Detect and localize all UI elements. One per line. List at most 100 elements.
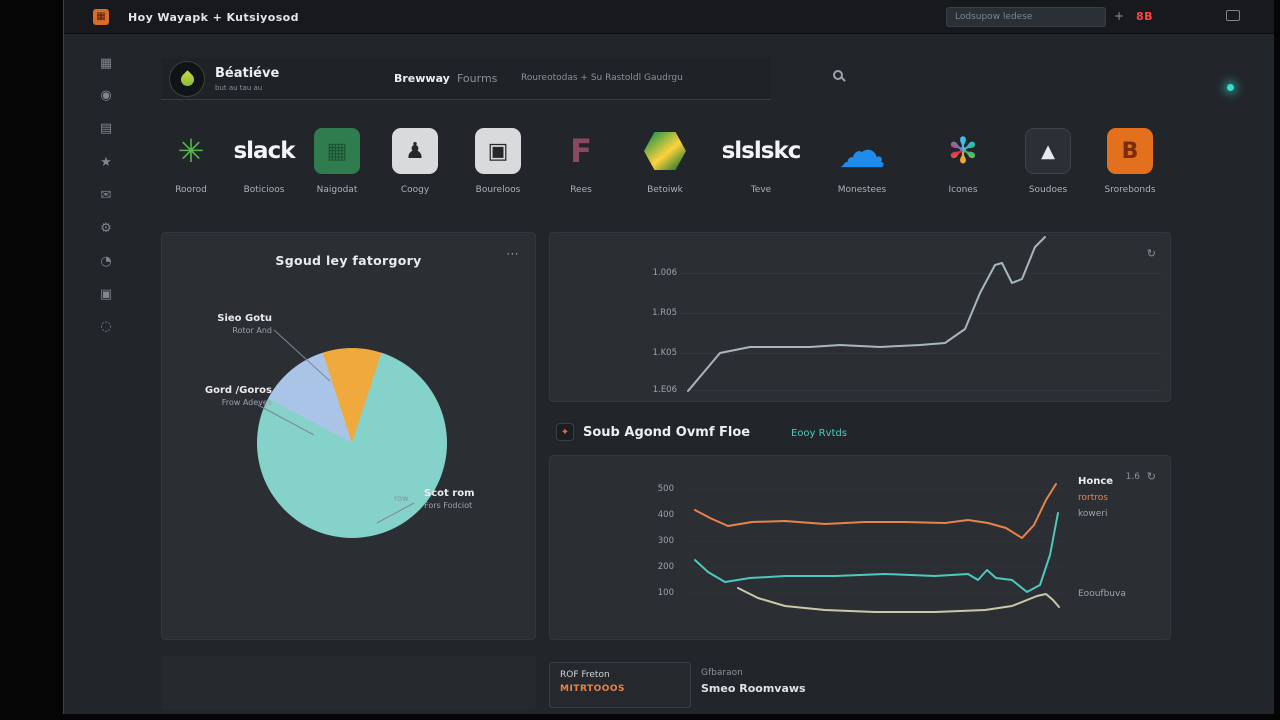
sidebar-icon-list[interactable]: ▤ bbox=[99, 121, 113, 136]
y-axis-tick: 400 bbox=[657, 510, 674, 520]
vendor-avatar bbox=[169, 61, 205, 97]
triangle-app-icon: ▲ bbox=[1025, 128, 1071, 174]
app-tile-label: Coogy bbox=[400, 185, 430, 195]
sidebar-icon-favorites[interactable]: ★ bbox=[100, 155, 112, 170]
sidebar: ▦ ◉ ▤ ★ ✉ ⚙ ◔ ▣ ◌ bbox=[64, 34, 159, 714]
pie-card-title: Sgoud ley fatorgory bbox=[275, 253, 422, 268]
app-tile-coogy[interactable]: ♟ Coogy bbox=[372, 122, 458, 195]
status-glow-dot bbox=[1227, 84, 1234, 91]
y-axis-tick: 1.R05 bbox=[652, 308, 677, 318]
zoom-level: 1.6 bbox=[1125, 472, 1140, 482]
sidebar-icon-more[interactable]: ◌ bbox=[100, 319, 112, 334]
tab-fourms[interactable]: Fourms bbox=[457, 72, 498, 85]
trend-chart-card: ↻ 1.006 1.R05 1.K05 1.E06 bbox=[549, 232, 1171, 402]
legend-item-rortros[interactable]: rortros bbox=[1078, 493, 1108, 503]
footer-label: Gfbaraon bbox=[701, 668, 743, 678]
hexagon-icon bbox=[644, 132, 686, 170]
spend-by-category-card: Sgoud ley fatorgory ⋯ Sieo Gotu Rotor An… bbox=[161, 232, 536, 640]
sidebar-icon-history[interactable]: ◔ bbox=[100, 254, 112, 269]
camera-app-icon: ▣ bbox=[475, 128, 521, 174]
asterisk-logo-icon: ✻ bbox=[947, 130, 979, 172]
app-tile-label: Teve bbox=[750, 185, 772, 195]
cloud-icon: ☁ bbox=[838, 123, 886, 179]
pie-chart bbox=[257, 348, 447, 538]
slack-wordmark: slack bbox=[233, 138, 295, 164]
app-tile-boticioos[interactable]: slack Boticioos bbox=[221, 122, 307, 195]
flow-chart-card: 1.6 ↻ 500 400 300 200 100 Honce rortros … bbox=[549, 455, 1171, 640]
y-axis-tick: 100 bbox=[657, 588, 674, 598]
app-tile-label: Monestees bbox=[837, 185, 887, 195]
refresh-icon[interactable]: ↻ bbox=[1146, 247, 1156, 260]
section-icon: ✦ bbox=[556, 423, 574, 441]
more-menu-icon[interactable]: ⋯ bbox=[506, 247, 519, 262]
app-tile-soudoes[interactable]: ▲ Soudoes bbox=[1005, 122, 1091, 195]
vendor-name: Béatiéve bbox=[215, 66, 280, 81]
person-app-icon: ♟ bbox=[392, 128, 438, 174]
app-tile-roorod[interactable]: ✳ Roorod bbox=[148, 122, 234, 195]
letter-f-icon: F bbox=[570, 132, 592, 170]
callout-sub: Fors Fodciot bbox=[424, 501, 473, 510]
callout-sub: Frow Adeves bbox=[221, 398, 272, 407]
app-tile-teve[interactable]: slslskc Teve bbox=[718, 122, 804, 195]
callout-tag: row bbox=[394, 494, 409, 503]
callout-title: Gord /Goros bbox=[204, 385, 272, 396]
vendor-subtitle: but au tau au bbox=[215, 84, 263, 92]
footer-value: Smeo Roomvaws bbox=[701, 682, 806, 695]
y-axis-tick: 1.K05 bbox=[652, 348, 678, 358]
notification-badge[interactable]: 8B bbox=[1136, 10, 1154, 23]
app-tile-rees[interactable]: F Rees bbox=[538, 122, 624, 195]
y-axis-tick: 1.E06 bbox=[652, 385, 677, 395]
legend-item-koweri[interactable]: koweri bbox=[1078, 509, 1108, 519]
y-axis-tick: 300 bbox=[657, 536, 674, 546]
app-tile-label: Boticioos bbox=[243, 185, 285, 195]
plant-icon: ✳ bbox=[177, 132, 205, 170]
app-tile-icones[interactable]: ✻ Icones bbox=[920, 122, 1006, 196]
app-tile-boureloos[interactable]: ▣ Boureloos bbox=[455, 122, 541, 195]
tab-brewway[interactable]: Brewway bbox=[394, 72, 450, 85]
sidebar-icon-dashboard[interactable]: ▦ bbox=[99, 56, 113, 71]
footer-action-box[interactable]: ROF Freton MITRTOOOS bbox=[549, 662, 691, 708]
app-tile-label: Boureloos bbox=[475, 185, 521, 195]
sidebar-icon-mail[interactable]: ✉ bbox=[100, 188, 112, 203]
app-tile-label: Naigodat bbox=[316, 185, 358, 195]
add-icon[interactable]: + bbox=[1114, 9, 1125, 23]
y-axis-tick: 500 bbox=[657, 484, 674, 494]
callout-title: Sieo Gotu bbox=[217, 313, 272, 324]
app-tile-betoiwk[interactable]: Betoiwk bbox=[622, 122, 708, 195]
trend-line-chart bbox=[687, 236, 1046, 392]
callout-connectors bbox=[257, 329, 415, 524]
global-search-input[interactable] bbox=[946, 7, 1106, 27]
app-logo-icon[interactable]: ▦ bbox=[93, 9, 109, 25]
app-tile-label: Roorod bbox=[175, 185, 207, 195]
flow-line-chart bbox=[694, 483, 1060, 613]
pie-callout: Sieo Gotu Rotor And bbox=[176, 313, 272, 335]
app-tile-srorebonds[interactable]: B Srorebonds bbox=[1087, 122, 1173, 195]
legend-item-eooufbuva[interactable]: Eooufbuva bbox=[1078, 589, 1126, 599]
grid-app-icon: ▦ bbox=[314, 128, 360, 174]
topbar: ▦ Hoy Wayapk + Kutsiyosod + 8B bbox=[64, 0, 1274, 34]
callout-sub: Rotor And bbox=[232, 326, 272, 335]
sidebar-icon-settings[interactable]: ⚙ bbox=[100, 221, 112, 236]
window-title: Hoy Wayapk + Kutsiyosod bbox=[128, 11, 299, 24]
refresh-icon[interactable]: ↻ bbox=[1146, 470, 1156, 483]
app-tile-label: Rees bbox=[570, 185, 592, 195]
sidebar-icon-insights[interactable]: ◉ bbox=[100, 88, 112, 103]
search-icon[interactable] bbox=[833, 70, 843, 80]
view-details-link[interactable]: Eooy Rvtds bbox=[791, 428, 847, 439]
app-tile-monestees[interactable]: ☁ Monestees bbox=[819, 122, 905, 195]
app-tile-label: Icones bbox=[948, 185, 978, 195]
legend-title: Honce bbox=[1078, 476, 1114, 487]
app-tile-naigodat[interactable]: ▦ Naigodat bbox=[294, 122, 380, 195]
app-tile-label: Soudoes bbox=[1028, 185, 1068, 195]
app-window: ▦ Hoy Wayapk + Kutsiyosod + 8B ▦ ◉ ▤ ★ ✉… bbox=[63, 0, 1274, 714]
window-controls-icon[interactable] bbox=[1226, 10, 1240, 21]
bottom-left-panel bbox=[161, 656, 536, 710]
vendor-header: Béatiéve but au tau au Brewway Fourms Ro… bbox=[161, 58, 843, 100]
pie-callout: Scot rom Fors Fodciot bbox=[424, 488, 529, 510]
callout-title: Scot rom bbox=[424, 488, 475, 499]
leaf-icon bbox=[177, 69, 197, 89]
sidebar-icon-apps[interactable]: ▣ bbox=[99, 287, 113, 302]
y-axis-tick: 1.006 bbox=[652, 268, 677, 278]
app-tile-label: Srorebonds bbox=[1104, 185, 1156, 195]
